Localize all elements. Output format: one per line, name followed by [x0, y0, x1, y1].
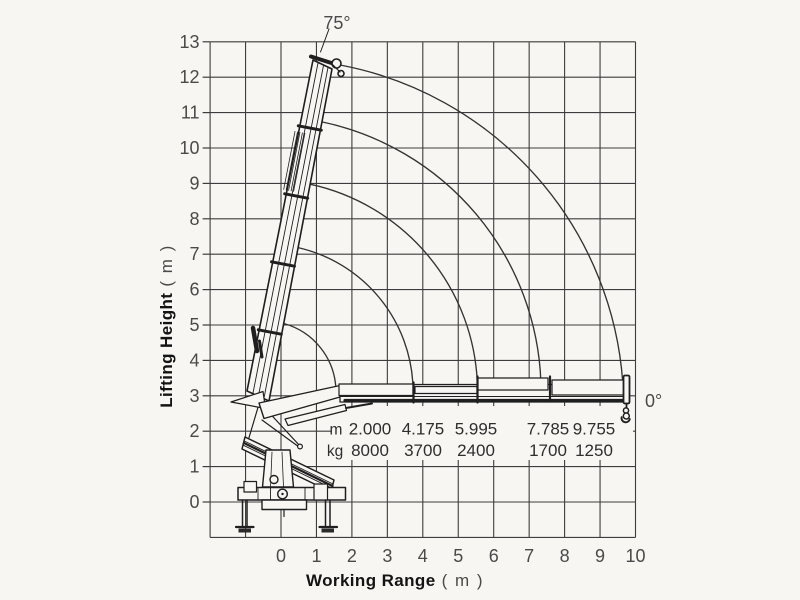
x-tick-label: 6: [489, 546, 499, 566]
x-axis-title: Working Range ( m ): [306, 571, 484, 591]
load-radius-arc: [297, 246, 414, 387]
y-tick-label: 10: [179, 138, 199, 158]
table-reach-value: 2.000: [349, 420, 392, 439]
x-axis-unit: ( m ): [441, 571, 484, 590]
x-tick-label: 9: [595, 546, 605, 566]
hook-icon: [620, 402, 631, 424]
boom-min-angle-label: 0°: [645, 391, 663, 411]
x-tick-label: 5: [453, 546, 463, 566]
angle-reference-ray: [320, 28, 330, 53]
table-reach-value: 7.785: [527, 420, 570, 439]
axis-ticks: [202, 41, 211, 503]
table-capacity-value: 2400: [457, 441, 495, 460]
y-tick-label: 4: [189, 350, 199, 370]
boom-collars: [256, 124, 323, 336]
y-tick-label: 2: [189, 421, 199, 441]
load-radius-arc: [283, 322, 337, 390]
load-radius-arc: [309, 183, 479, 385]
x-tick-label: 2: [347, 546, 357, 566]
x-axis-title-text: Working Range: [306, 571, 436, 590]
table-row-label-kg: kg: [327, 443, 343, 460]
x-tick-label: 8: [560, 546, 570, 566]
table-capacity-value: 8000: [351, 441, 389, 460]
x-tick-label: 0: [276, 546, 286, 566]
y-tick-label: 9: [189, 173, 199, 193]
outriggers: [234, 499, 339, 533]
y-tick-label: 3: [189, 386, 199, 406]
truck-base: [234, 480, 347, 533]
boom-raised-75deg: [246, 28, 345, 406]
table-capacity-value: 3700: [404, 441, 442, 460]
table-background-mask: [332, 406, 633, 460]
crane-illustration: [230, 28, 631, 533]
y-tick-label: 6: [189, 280, 199, 300]
y-tick-label: 0: [189, 492, 199, 512]
y-tick-label: 13: [179, 32, 199, 52]
table-row-label-m: m: [330, 422, 343, 439]
y-tick-label: 11: [181, 103, 200, 123]
y-tick-label: 12: [179, 67, 199, 87]
x-tick-label: 3: [382, 546, 392, 566]
slew-column: [261, 449, 295, 488]
hydraulic-cylinder-hatch: [283, 131, 306, 192]
boom-horizontal-0deg: [258, 374, 631, 427]
table-reach-value: 4.175: [402, 420, 445, 439]
tip-pulley: [331, 58, 342, 69]
y-axis-title-text: Lifting Height: [157, 292, 176, 408]
y-tick-label: 5: [189, 315, 199, 335]
table-capacity-value: 1700: [529, 441, 567, 460]
load-radius-arc: [321, 121, 542, 383]
boom-tip-cap: [309, 54, 335, 66]
table-reach-value: 5.995: [455, 420, 498, 439]
y-axis-title: Lifting Height ( m ): [157, 244, 177, 408]
telescope-collars: [412, 375, 552, 404]
working-range-arcs: [283, 64, 624, 390]
load-radius-arc: [339, 64, 624, 387]
y-tick-label: 8: [189, 209, 199, 229]
y-tick-label: 1: [189, 457, 199, 477]
table-reach-value: 9.755: [573, 420, 616, 439]
y-tick-label: 7: [189, 244, 199, 264]
x-tick-label: 10: [625, 546, 645, 566]
x-tick-label: 4: [418, 546, 428, 566]
boom-end-plate: [622, 374, 631, 405]
y-axis-unit: ( m ): [157, 244, 176, 287]
boom-max-angle-label: 75°: [323, 13, 351, 33]
x-tick-label: 7: [524, 546, 534, 566]
x-tick-label: 1: [311, 546, 321, 566]
table-capacity-value: 1250: [575, 441, 613, 460]
